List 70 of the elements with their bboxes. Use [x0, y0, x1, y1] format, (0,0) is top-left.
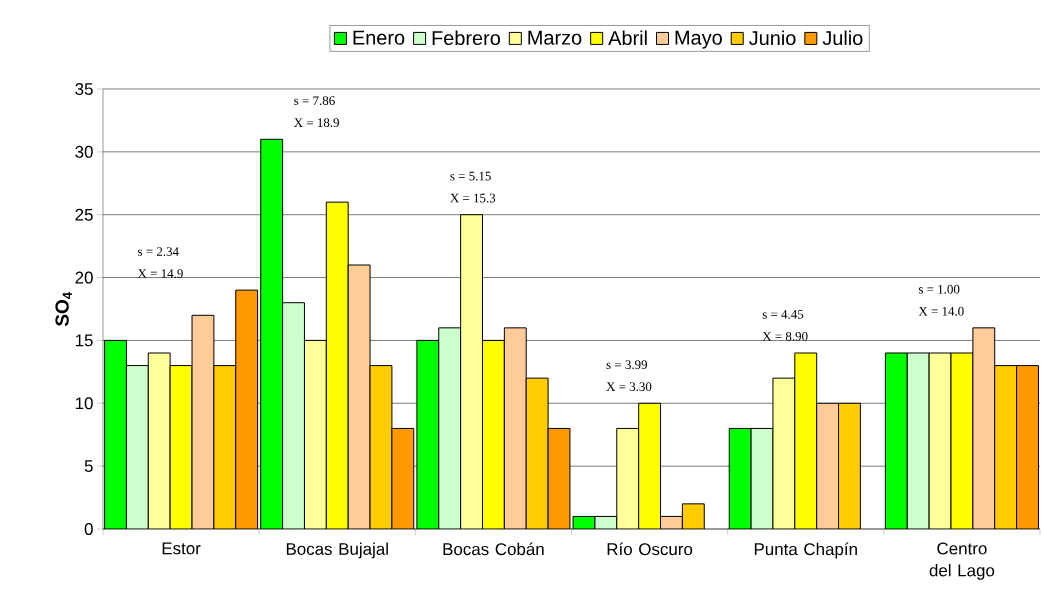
bar [460, 214, 483, 529]
legend-label: Abril [608, 30, 647, 46]
annotation: s = 3.99 [606, 360, 648, 370]
bar [325, 201, 349, 529]
legend-label: Febrero [432, 30, 500, 46]
bar [438, 327, 462, 529]
annotation: X = 15.3 [450, 193, 496, 203]
x-tick-label: Bocas Bujajal [286, 542, 388, 559]
bar [928, 352, 952, 529]
annotation: s = 5.15 [450, 171, 491, 181]
annotation: s = 7.86 [294, 96, 335, 106]
text: SO$_{4}$ [55, 291, 72, 327]
annotation: s = 4.45 [762, 310, 804, 319]
bar [906, 352, 930, 529]
legend-label: Enero [353, 30, 405, 45]
bar [481, 339, 505, 529]
y-tick-label: 5 [84, 460, 93, 473]
legend-label: Mayo [675, 30, 722, 49]
bar [282, 302, 305, 529]
x-tick-label: Bocas Cobán [443, 542, 544, 556]
legend-label: Marzo [528, 30, 582, 45]
x-tick-label: Punta Chapín [754, 542, 857, 559]
bar [547, 427, 571, 529]
x-tick-label: Río Oscuro [607, 542, 693, 556]
x-tick-label: Estor [162, 542, 201, 555]
bar [794, 352, 818, 529]
bar [525, 377, 549, 529]
annotation: X = 8.90 [762, 332, 808, 341]
y-tick-label: 25 [75, 208, 93, 221]
annotation: X = 18.9 [294, 118, 339, 128]
bar [972, 327, 996, 529]
bar [1016, 365, 1039, 529]
bar [884, 352, 908, 529]
bar [169, 365, 193, 529]
bar [503, 327, 527, 529]
bar [104, 339, 127, 529]
bar [125, 365, 149, 529]
bar [303, 339, 327, 529]
y-tick-label: 35 [75, 83, 93, 95]
bar [260, 138, 284, 529]
y-tick-label: 0 [84, 523, 93, 535]
annotation: s = 1.00 [918, 284, 960, 294]
y-tick-label: 10 [75, 397, 93, 410]
legend-label: Junio [749, 30, 796, 46]
bar [750, 427, 774, 529]
bar [369, 365, 393, 529]
bar [347, 264, 371, 529]
legend-label: Julio [822, 30, 863, 46]
bar [616, 427, 640, 529]
y-tick-label: 15 [75, 334, 93, 347]
annotation: X = 3.30 [606, 382, 652, 392]
bar [638, 402, 662, 529]
bar [213, 365, 237, 529]
annotation: X = 14.9 [137, 269, 183, 278]
y-tick-label: 20 [75, 271, 93, 284]
bar [391, 427, 415, 529]
bar [191, 314, 215, 529]
y-tick-label: 30 [75, 145, 93, 158]
bar [838, 402, 861, 529]
bar [816, 402, 840, 529]
bar [235, 289, 259, 529]
bar [994, 365, 1018, 529]
x-tick-label: Centro del Lago [929, 542, 995, 580]
annotation: s = 2.34 [138, 247, 179, 256]
bar [147, 352, 171, 529]
bar [416, 339, 440, 529]
annotation: X = 14.0 [918, 306, 964, 316]
bar [950, 352, 974, 529]
bar [728, 427, 752, 529]
bar [772, 377, 796, 529]
